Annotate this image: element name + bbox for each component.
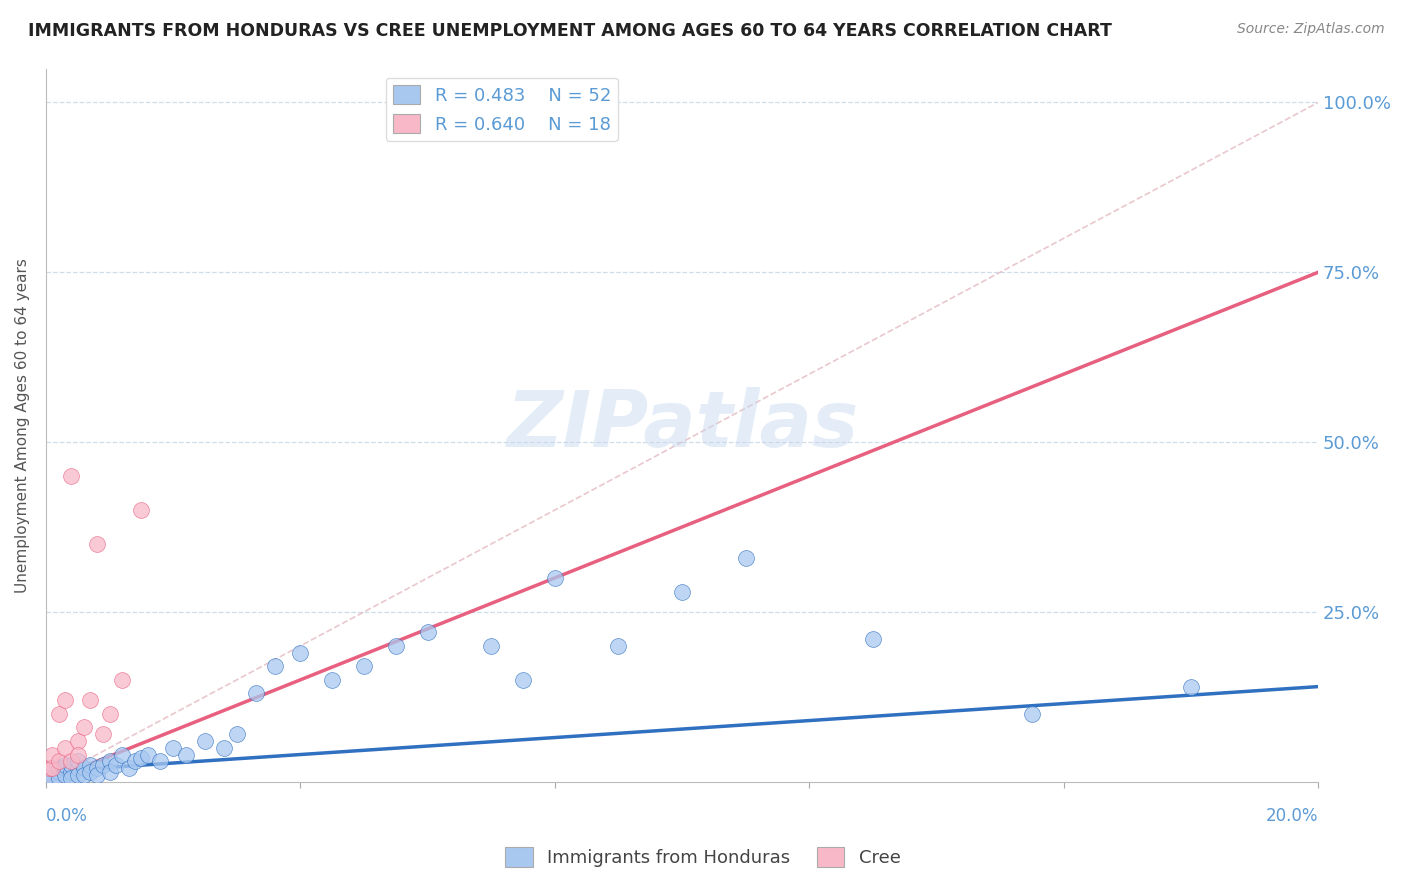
- Text: ZIPatlas: ZIPatlas: [506, 387, 858, 463]
- Point: [60, 772, 83, 786]
- Point: [48, 706, 70, 721]
- Point: [111, 673, 134, 687]
- Point: [66, 747, 89, 762]
- Point: [73, 768, 96, 782]
- Point: [60, 757, 83, 772]
- Point: [41, 761, 63, 775]
- Point: [48, 761, 70, 775]
- Point: [98, 764, 121, 779]
- Point: [131, 751, 153, 765]
- Legend: Immigrants from Honduras, Cree: Immigrants from Honduras, Cree: [498, 839, 908, 874]
- Point: [118, 761, 141, 775]
- Point: [60, 764, 83, 779]
- Point: [86, 768, 108, 782]
- Point: [104, 757, 127, 772]
- Point: [53, 740, 76, 755]
- Point: [48, 772, 70, 786]
- Legend: R = 0.483    N = 52, R = 0.640    N = 18: R = 0.483 N = 52, R = 0.640 N = 18: [385, 78, 619, 141]
- Point: [353, 659, 375, 673]
- Point: [512, 673, 534, 687]
- Point: [1180, 680, 1202, 694]
- Point: [149, 755, 172, 769]
- Point: [98, 755, 121, 769]
- Point: [66, 768, 89, 782]
- Point: [79, 764, 101, 779]
- Point: [41, 747, 63, 762]
- Point: [131, 503, 153, 517]
- Point: [86, 761, 108, 775]
- Point: [162, 740, 184, 755]
- Point: [385, 639, 408, 653]
- Point: [73, 720, 96, 734]
- Point: [53, 768, 76, 782]
- Point: [53, 693, 76, 707]
- Point: [38, 768, 60, 782]
- Point: [53, 761, 76, 775]
- Point: [53, 757, 76, 772]
- Point: [245, 686, 267, 700]
- Point: [671, 584, 693, 599]
- Point: [48, 755, 70, 769]
- Point: [66, 734, 89, 748]
- Point: [124, 755, 146, 769]
- Text: 0.0%: 0.0%: [46, 807, 87, 825]
- Point: [290, 646, 312, 660]
- Point: [98, 706, 121, 721]
- Point: [136, 747, 159, 762]
- Point: [264, 659, 287, 673]
- Point: [479, 639, 502, 653]
- Point: [321, 673, 343, 687]
- Text: 20.0%: 20.0%: [1265, 807, 1319, 825]
- Text: IMMIGRANTS FROM HONDURAS VS CREE UNEMPLOYMENT AMONG AGES 60 TO 64 YEARS CORRELAT: IMMIGRANTS FROM HONDURAS VS CREE UNEMPLO…: [28, 22, 1112, 40]
- Point: [416, 625, 439, 640]
- Text: Source: ZipAtlas.com: Source: ZipAtlas.com: [1237, 22, 1385, 37]
- Point: [60, 469, 83, 483]
- Y-axis label: Unemployment Among Ages 60 to 64 years: Unemployment Among Ages 60 to 64 years: [15, 258, 30, 592]
- Point: [91, 757, 114, 772]
- Point: [862, 632, 884, 646]
- Point: [41, 772, 63, 786]
- Point: [544, 571, 567, 585]
- Point: [212, 740, 235, 755]
- Point: [48, 764, 70, 779]
- Point: [734, 550, 756, 565]
- Point: [174, 747, 197, 762]
- Point: [194, 734, 217, 748]
- Point: [1021, 706, 1043, 721]
- Point: [91, 727, 114, 741]
- Point: [66, 755, 89, 769]
- Point: [86, 537, 108, 551]
- Point: [60, 755, 83, 769]
- Point: [38, 761, 60, 775]
- Point: [79, 693, 101, 707]
- Point: [225, 727, 247, 741]
- Point: [41, 761, 63, 775]
- Point: [79, 757, 101, 772]
- Point: [73, 761, 96, 775]
- Point: [607, 639, 630, 653]
- Point: [66, 761, 89, 775]
- Point: [111, 747, 134, 762]
